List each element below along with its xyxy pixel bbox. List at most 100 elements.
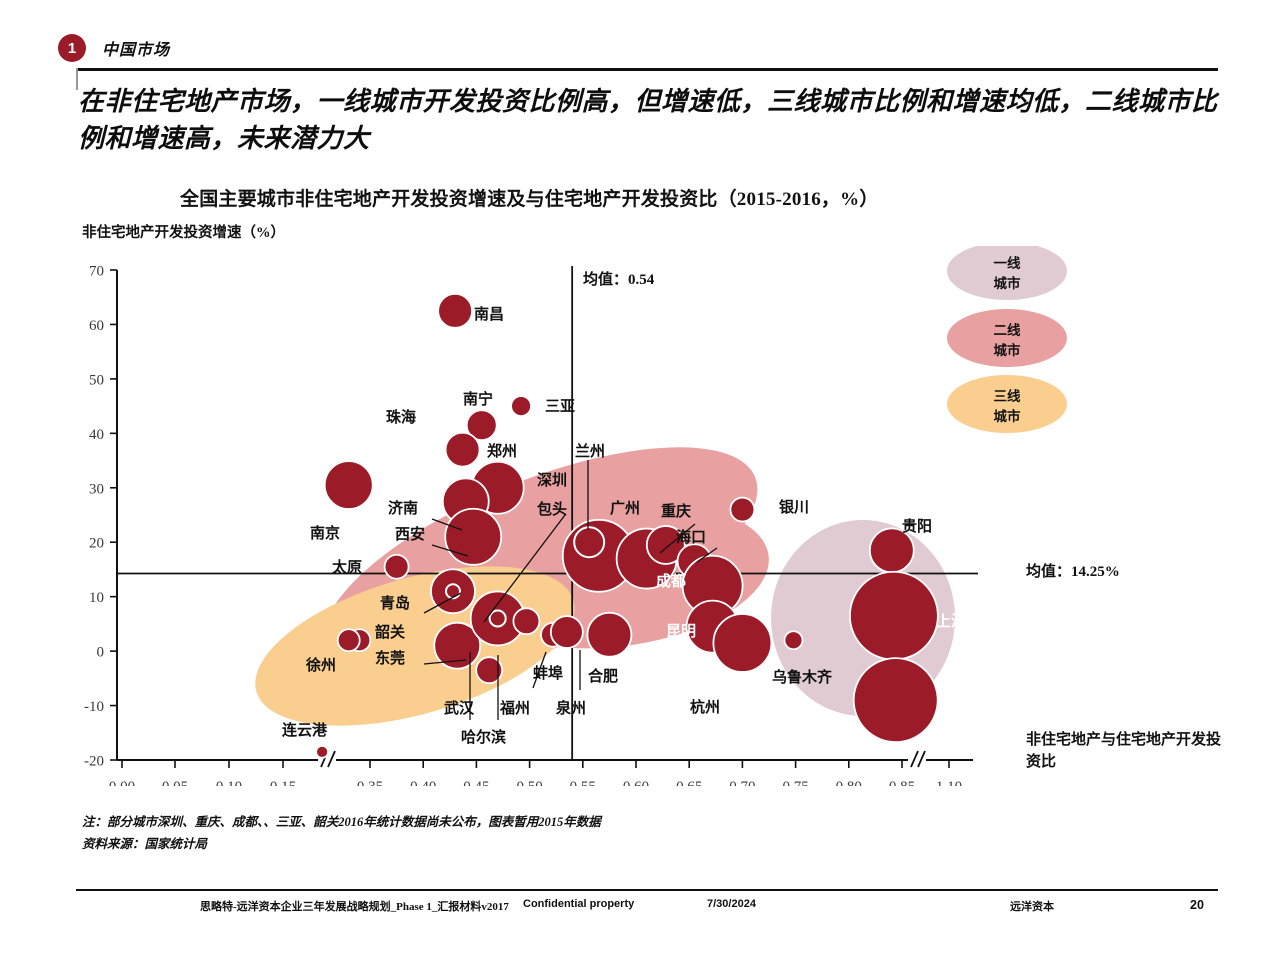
bubble-label: 东莞 (375, 649, 405, 667)
bubble-point[interactable] (433, 621, 482, 670)
bubble-point[interactable] (465, 409, 498, 442)
bubble-label: 济南 (388, 499, 418, 517)
bubble-label: 贵阳 (902, 517, 932, 535)
bubble-point[interactable] (475, 656, 504, 685)
leader-line (483, 514, 566, 623)
bubble-label: 南昌 (474, 305, 504, 323)
leader-line (659, 523, 696, 554)
bubble-label: 蚌埠 (533, 664, 563, 682)
bubble-inner-ring[interactable] (573, 526, 606, 559)
y-tick-label: 40 (89, 427, 104, 443)
bubble-point[interactable] (712, 613, 773, 673)
bubble-label: 成都 (656, 572, 686, 590)
bubble-label: 三亚 (545, 398, 575, 415)
x-tick-label: 0.05 (162, 779, 188, 786)
bubble-point[interactable] (512, 607, 541, 636)
note-line: 注：部分城市深圳、重庆、成都、、三亚、韶关2016年统计数据尚未公布，图表暂用2… (82, 815, 601, 829)
y-tick-label: 0 (97, 645, 105, 661)
bubble-label: 海口 (676, 528, 706, 546)
footer-date: 7/30/2024 (707, 898, 756, 910)
bubble-point[interactable] (323, 460, 374, 510)
bubble-point[interactable] (852, 657, 939, 744)
bubble-label: 兰州 (575, 442, 605, 460)
legend-oval-1[interactable] (947, 246, 1067, 300)
x-tick-label: 0.75 (782, 779, 808, 786)
chart-title: 全国主要城市非住宅地产开发投资增速及与住宅地产开发投资比（2015-2016，%… (180, 189, 879, 210)
bubble-label: 韶关 (375, 623, 405, 641)
footer-confidential-label: Confidential property (523, 898, 635, 910)
mean-x-label: 均值：0.54 (583, 272, 655, 288)
y-tick-label: -20 (84, 754, 104, 770)
y-tick-label: 60 (89, 318, 104, 334)
bubble-label: 青岛 (380, 594, 410, 612)
bubble-point[interactable] (444, 431, 481, 468)
bubble-group (315, 292, 939, 759)
x-tick-label: 0.10 (216, 779, 242, 786)
section-number-badge: 1 (58, 34, 86, 62)
leader-line (431, 544, 469, 557)
section-label: 中国市场 (102, 42, 171, 59)
legend-oval-3[interactable] (947, 375, 1067, 433)
bubble-label: 武汉 (444, 699, 475, 717)
bubble-inner-ring[interactable] (444, 583, 461, 600)
bubble-point[interactable] (315, 744, 330, 759)
legend-label-line2: 城市 (994, 408, 1022, 424)
bubble-label: 合肥 (587, 667, 618, 685)
header-divider (76, 68, 1218, 71)
bubble-point[interactable] (586, 611, 633, 658)
x-tick-label: 1.10 (936, 779, 962, 786)
bubble-label: 西安 (395, 525, 425, 543)
bubble-label: 银川 (779, 498, 809, 516)
leader-line (696, 547, 718, 563)
bubble-label: 昆明 (666, 623, 696, 640)
footer-organization: 远洋资本 (1010, 901, 1054, 913)
legend-oval-2[interactable] (947, 309, 1067, 367)
bubble-inner-ring[interactable] (488, 609, 507, 628)
bubble-label: 广州 (610, 499, 640, 517)
source-line: 资料来源：国家统计局 (82, 836, 208, 851)
x-tick-label: 0.45 (463, 779, 489, 786)
bubble-point[interactable] (729, 496, 756, 523)
x-tick-label: 0.65 (676, 779, 702, 786)
bubble-point[interactable] (444, 507, 503, 566)
bubble-label: 徐州 (305, 656, 336, 674)
notes-block: 注：部分城市深圳、重庆、成都、、三亚、韶关2016年统计数据尚未公布，图表暂用2… (82, 812, 1182, 856)
bubble-point[interactable] (783, 630, 804, 651)
axis-break-mark (908, 750, 926, 768)
y-tick-label: 30 (89, 481, 104, 497)
x-tick-label: 0.40 (410, 779, 436, 786)
bubble-label: 乌鲁木齐 (772, 668, 833, 686)
leader-line (423, 592, 462, 614)
x-tick-label: 0.55 (570, 779, 596, 786)
bubble-point[interactable] (383, 553, 410, 580)
y-tick-label: 20 (89, 536, 104, 552)
page-title: 在非住宅地产市场，一线城市开发投资比例高，但增速低，三线城市比例和增速均低，二线… (78, 87, 1218, 153)
x-tick-label: 0.50 (516, 779, 542, 786)
bubble-label: 太原 (332, 558, 362, 576)
legend-label-line2: 城市 (994, 342, 1022, 358)
y-tick-label: 10 (89, 590, 104, 606)
x-tick-label: 0.60 (623, 779, 649, 786)
legend-label-line1: 三线 (994, 388, 1022, 404)
x-tick-label: 0.80 (836, 779, 862, 786)
bubble-label: 杭州 (690, 698, 720, 716)
x-axis-caption: 非住宅地产与住宅地产开发投资比 (1026, 732, 1222, 770)
bubble-point[interactable] (336, 628, 361, 653)
bubble-point[interactable] (437, 292, 474, 329)
legend-label-line2: 城市 (994, 275, 1022, 291)
mean-y-label: 均值：14.25% (1026, 564, 1120, 580)
bubble-point[interactable] (848, 570, 939, 661)
bubble-label: 哈尔滨 (461, 728, 506, 746)
bubble-label: 重庆 (661, 502, 691, 520)
chart-canvas: 70 60 50 40 30 20 10 0 -10 -20 0.00 0.05 0.10 0.15 0.3… (84, 246, 1067, 786)
bubble-point[interactable] (510, 395, 532, 418)
bubble-label: 包头 (537, 500, 567, 518)
bubble-point[interactable] (645, 525, 686, 565)
bubble-point[interactable] (549, 615, 584, 649)
footer-divider (76, 889, 1218, 891)
leader-line (532, 651, 547, 689)
header-left-tick (76, 68, 78, 90)
y-tick-label: 50 (89, 372, 104, 388)
bubble-label: 南京 (310, 524, 340, 542)
